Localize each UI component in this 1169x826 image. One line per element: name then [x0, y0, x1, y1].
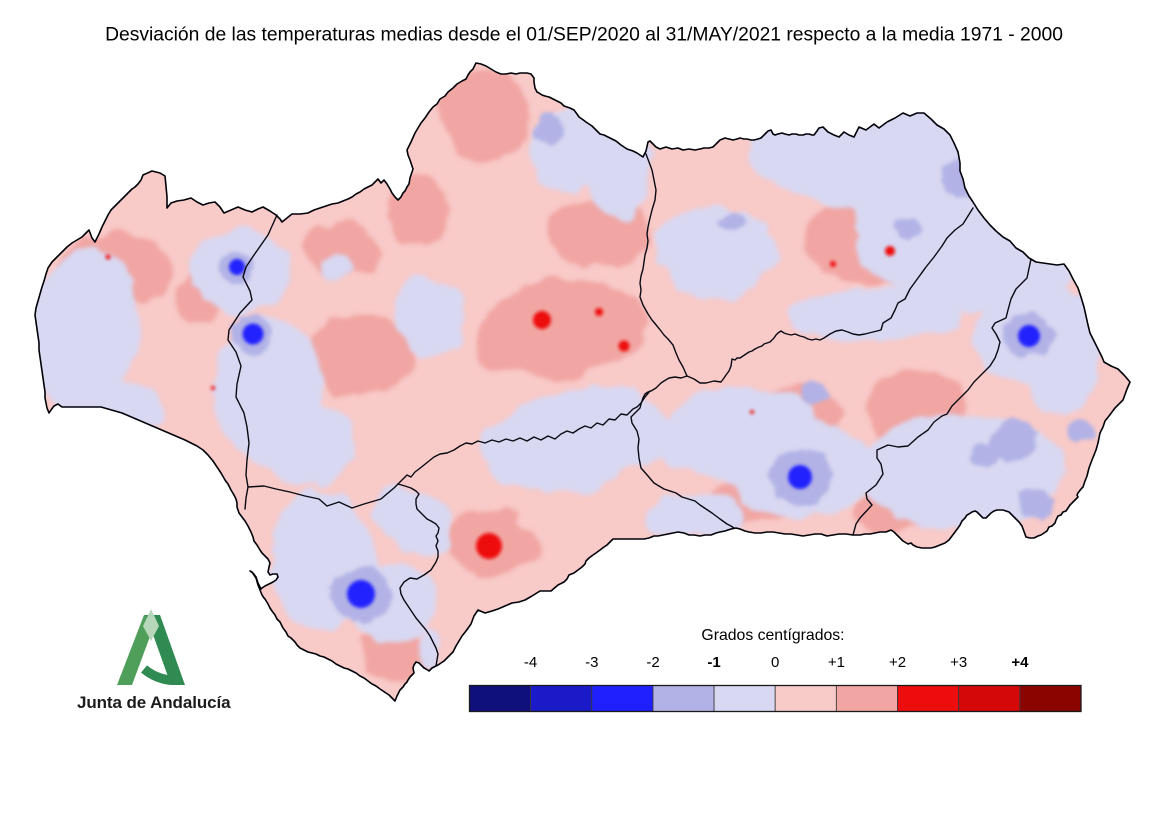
- svg-text:Grados centígrados:: Grados centígrados:: [701, 627, 844, 644]
- svg-text:+2: +2: [889, 654, 906, 671]
- svg-text:-3: -3: [585, 654, 598, 671]
- svg-text:-2: -2: [646, 654, 659, 671]
- svg-text:-1: -1: [707, 654, 720, 671]
- svg-text:+4: +4: [1011, 654, 1029, 671]
- svg-text:-4: -4: [524, 654, 537, 671]
- svg-text:0: 0: [771, 654, 779, 671]
- svg-text:+1: +1: [828, 654, 845, 671]
- svg-text:Junta de Andalucía: Junta de Andalucía: [77, 693, 231, 712]
- svg-text:Desviación de las temperaturas: Desviación de las temperaturas medias de…: [105, 25, 1063, 46]
- svg-text:+3: +3: [950, 654, 967, 671]
